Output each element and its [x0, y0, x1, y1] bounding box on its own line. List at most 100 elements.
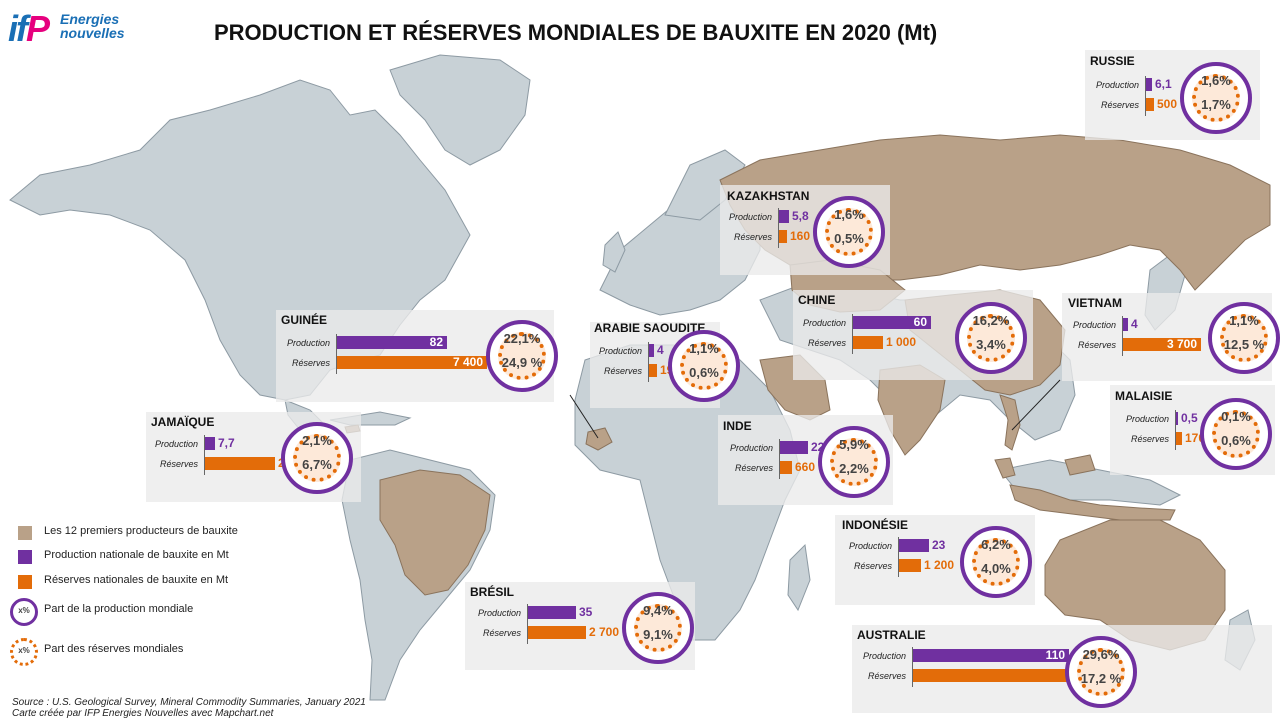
australie-production-bar — [913, 649, 1069, 662]
jamaique-axis — [204, 435, 205, 475]
madagascar-shape — [787, 543, 811, 612]
kazakhstan-reserves-bar — [779, 230, 787, 243]
kazakhstan-name: KAZAKHSTAN — [727, 189, 810, 203]
arabie-reserves-label: Réserves — [603, 366, 642, 376]
inde-name: INDE — [723, 419, 752, 433]
indonesie-production-bar — [899, 539, 929, 552]
vietnam-share-circle: 1,1% 12,5 % — [1208, 302, 1280, 374]
producer-swatch — [18, 526, 32, 540]
chine-production-bar — [853, 316, 931, 329]
guinea-leader-line — [569, 394, 599, 439]
russie-production-share: 1,6% — [1201, 73, 1231, 88]
chine-share-circle: 16,2% 3,4% — [955, 302, 1027, 374]
malaisie-production-bar — [1176, 412, 1178, 425]
chine-reserves-value: 1 000 — [886, 335, 917, 349]
production-swatch — [18, 550, 32, 564]
kazakhstan-reserves-value: 160 — [790, 229, 811, 243]
reserves-swatch — [18, 575, 32, 589]
malaisie-reserves-share: 0,6% — [1221, 433, 1251, 448]
australie-name: AUSTRALIE — [857, 628, 926, 642]
malaisie-production-value: 0,5 — [1181, 411, 1198, 425]
vietnam-production-bar — [1123, 318, 1128, 331]
russie-axis — [1145, 76, 1146, 116]
arabie-reserves-share-ring — [680, 342, 728, 390]
australie-production-label: Production — [862, 651, 906, 661]
guinee-reserves-bar — [337, 356, 487, 369]
vietnam-shape — [999, 394, 1021, 451]
chine-reserves-share: 3,4% — [976, 337, 1006, 352]
guinee-reserves-share: 24,9 % — [501, 355, 543, 370]
indonesie-reserves-value: 1 200 — [924, 558, 955, 572]
indonesia-shape — [1009, 484, 1176, 521]
arabie-production-share: 1,1% — [689, 341, 719, 356]
chine-name: CHINE — [798, 293, 836, 307]
russie-reserves-share: 1,7% — [1201, 97, 1231, 112]
russie-reserves-bar — [1146, 98, 1154, 111]
vietnam-reserves-share: 12,5 % — [1223, 337, 1265, 352]
indonesie-reserves-bar — [899, 559, 921, 572]
bresil-reserves-share-ring — [634, 604, 682, 652]
source-note: Source : U.S. Geological Survey, Mineral… — [12, 697, 366, 719]
chine-reserves-bar — [853, 336, 883, 349]
kazakhstan-reserves-share: 0,5% — [834, 231, 864, 246]
bresil-production-value: 35 — [579, 605, 593, 619]
russie-production-bar — [1146, 78, 1152, 91]
map-title: PRODUCTION ET RÉSERVES MONDIALES DE BAUX… — [214, 20, 938, 45]
vietnam-leader-line — [1011, 379, 1061, 431]
australie-production-share: 29,6% — [1082, 647, 1120, 662]
bresil-reserves-bar — [528, 626, 586, 639]
guinea-shape — [585, 427, 613, 451]
arabie-production-label: Production — [598, 346, 642, 356]
arabie-reserves-bar — [649, 364, 657, 377]
guinee-production-share: 22,1% — [503, 331, 541, 346]
russie-share-circle: 1,6% 1,7% — [1180, 62, 1252, 134]
source-line-2: Carte créée par IFP Energies Nouvelles a… — [12, 708, 274, 719]
jamaique-production-share: 2,1% — [302, 433, 332, 448]
russie-reserves-value: 500 — [1157, 97, 1178, 111]
arabie-share-circle: 1,1% 0,6% — [668, 330, 740, 402]
ifpen-logo: ifP Energies nouvelles — [8, 8, 158, 52]
kazakhstan-production-value: 5,8 — [792, 209, 809, 223]
jamaique-share-circle: 2,1% 6,7% — [281, 422, 353, 494]
malaisie-reserves-share-ring — [1212, 410, 1260, 458]
scandinavia-shape — [664, 149, 746, 221]
jamaique-reserves-label: Réserves — [159, 459, 198, 469]
arabie-production-bar — [649, 344, 654, 357]
prod-share-symbol: x% — [10, 598, 38, 626]
inde-axis — [779, 439, 780, 479]
indonesie-production-label: Production — [848, 541, 892, 551]
australie-reserves-share-ring — [1077, 648, 1125, 696]
logo-mark: ifP — [8, 8, 50, 49]
bresil-production-bar — [528, 606, 576, 619]
inde-reserves-value: 660 — [795, 460, 816, 474]
arabie-name: ARABIE SAOUDITE — [594, 321, 706, 335]
malaisie-axis — [1175, 410, 1176, 450]
vietnam-name: VIETNAM — [1068, 296, 1122, 310]
inde-reserves-share: 2,2% — [839, 461, 869, 476]
guinee-production-bar — [337, 336, 447, 349]
jamaique-production-value: 7,7 — [218, 436, 235, 450]
kazakhstan-reserves-label: Réserves — [733, 232, 772, 242]
inde-production-share: 5,9% — [839, 437, 869, 452]
bresil-production-label: Production — [477, 608, 521, 618]
australie-share-circle: 29,6% 17,2 % — [1065, 636, 1137, 708]
bresil-production-share: 9,4% — [643, 603, 673, 618]
legend-label-reserves: Réserves nationales de bauxite en Mt — [44, 574, 229, 586]
kazakhstan-production-label: Production — [728, 212, 772, 222]
indonesie-share-circle: 6,2% 4,0% — [960, 526, 1032, 598]
vietnam-production-value: 4 — [1131, 317, 1138, 331]
indonesie-name: INDONÉSIE — [842, 518, 909, 532]
guinee-production-value: 82 — [429, 335, 443, 349]
malaisie-share-circle: 0,1% 0,6% — [1200, 398, 1272, 470]
kazakhstan-share-circle: 1,6% 0,5% — [813, 196, 885, 268]
australie-production-value: 110 — [1045, 648, 1065, 662]
bresil-reserves-label: Réserves — [482, 628, 521, 638]
vietnam-reserves-label: Réserves — [1077, 340, 1116, 350]
chine-reserves-share-ring — [967, 314, 1015, 362]
bresil-axis — [527, 604, 528, 644]
indonesie-reserves-label: Réserves — [853, 561, 892, 571]
malaysia-shape — [994, 454, 1096, 479]
kazakhstan-production-share: 1,6% — [834, 207, 864, 222]
chine-production-share: 16,2% — [972, 313, 1010, 328]
jamaique-name: JAMAÏQUE — [151, 415, 215, 429]
